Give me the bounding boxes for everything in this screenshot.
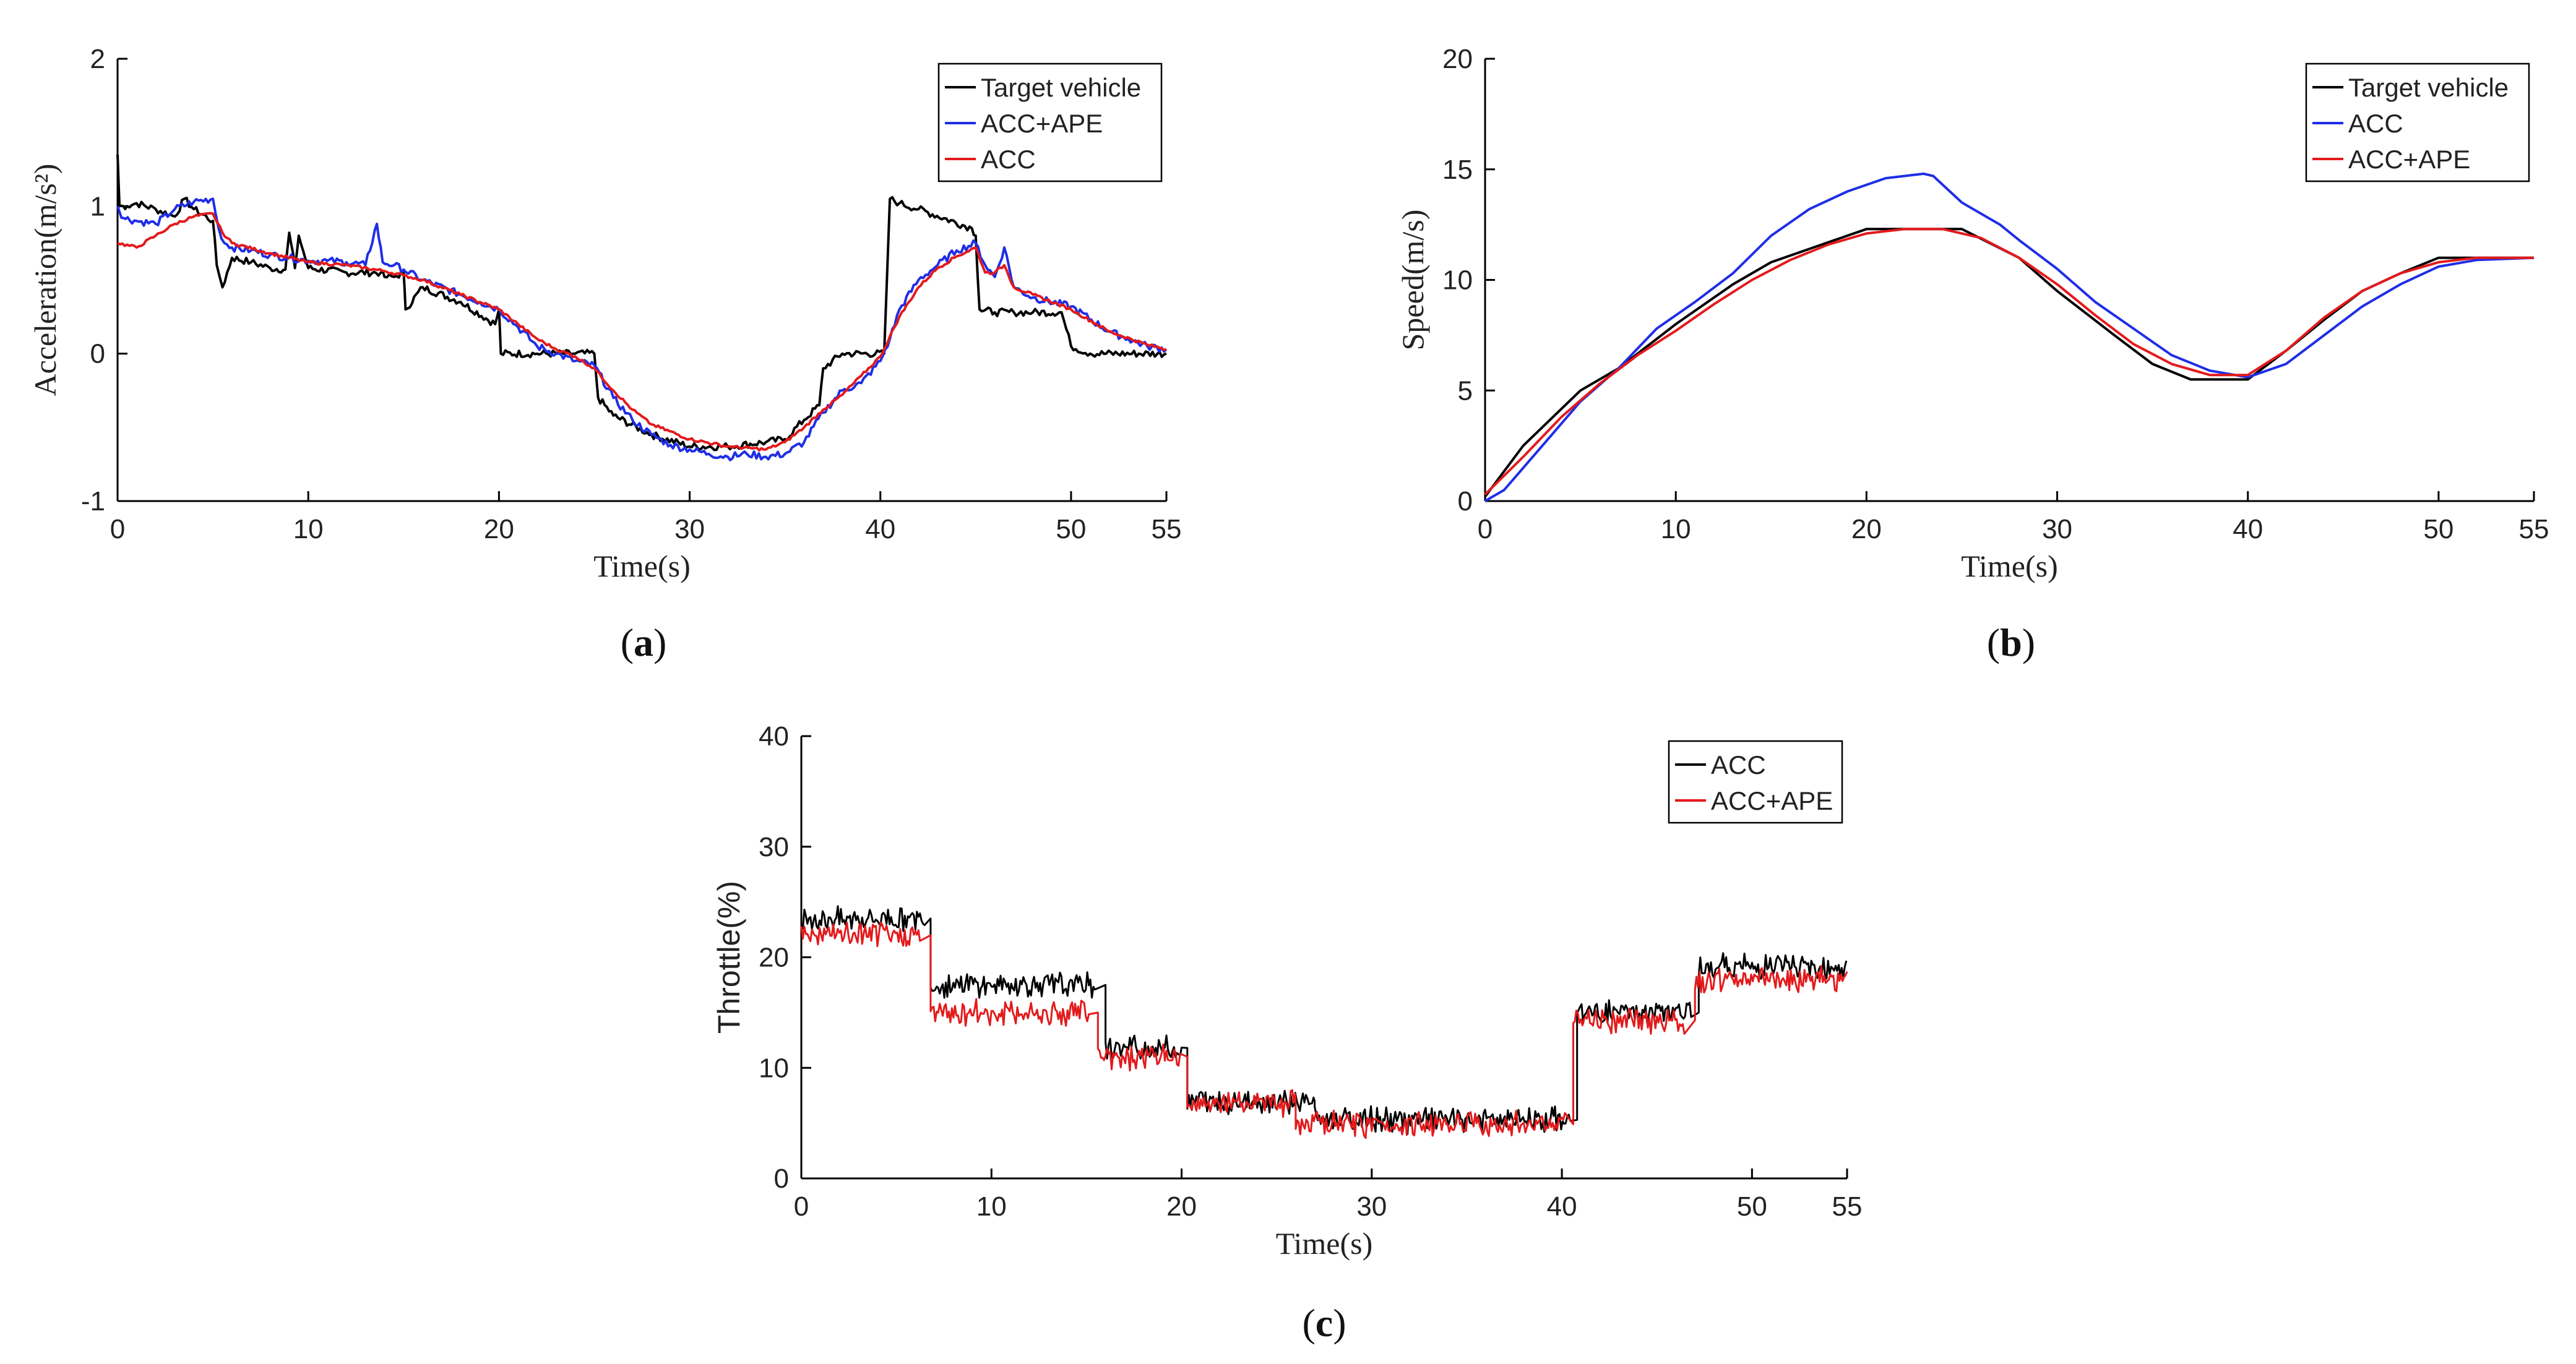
legend-label: ACC xyxy=(2348,109,2403,138)
x-tick-label: 50 xyxy=(1056,514,1086,544)
legend-label: ACC+APE xyxy=(981,109,1103,138)
y-axis-label: Acceleration(m/s²) xyxy=(28,164,62,397)
x-axis-label: Time(s) xyxy=(593,549,691,583)
series-line-acc-ape xyxy=(116,197,1168,461)
x-tick-label: 55 xyxy=(2519,514,2549,544)
y-tick-label: 10 xyxy=(759,1053,789,1083)
x-tick-label: 40 xyxy=(2233,514,2263,544)
y-axis-label: Speed(m/s) xyxy=(1395,210,1430,351)
caption-c: (c) xyxy=(1302,1301,1346,1345)
y-axis-label: Throttle(%) xyxy=(712,881,746,1034)
series-line-target-vehicle xyxy=(116,154,1167,452)
plot-speed: 0 10 20 30 40 50 55 0 5 10 15 20 Time(s) Speed(m/s) Ta… xyxy=(1395,44,2549,583)
x-tick-label: 0 xyxy=(794,1191,809,1222)
legend: Target vehicle ACC+APE ACC xyxy=(937,62,1163,182)
legend-label: ACC+APE xyxy=(2348,145,2470,174)
x-tick-label: 20 xyxy=(1851,514,1882,544)
y-tick-label: 20 xyxy=(759,943,789,973)
x-tick-label: 20 xyxy=(1166,1191,1197,1222)
x-tick-label: 50 xyxy=(1737,1191,1767,1222)
legend-label: Target vehicle xyxy=(981,73,1141,102)
y-tick-label: 10 xyxy=(1442,265,1473,296)
x-tick-label: 10 xyxy=(976,1191,1007,1222)
x-tick-label: 40 xyxy=(865,514,895,544)
series-line-acc-ape xyxy=(800,921,1848,1139)
x-tick-label: 30 xyxy=(674,514,705,544)
x-tick-label: 0 xyxy=(1478,514,1493,544)
series-line-acc-ape xyxy=(1484,228,2534,495)
plot-acceleration: 0 10 20 30 40 50 55-1012Time(s)Acceleration(m/… xyxy=(28,44,1181,583)
legend: Target vehicle ACC ACC+APE xyxy=(2305,62,2530,182)
x-tick-label: 30 xyxy=(1356,1191,1387,1222)
legend-label: ACC xyxy=(1711,750,1766,779)
y-tick-label: 20 xyxy=(1442,44,1473,74)
x-tick-label: 10 xyxy=(293,514,324,544)
x-axis-label: Time(s) xyxy=(1276,1226,1373,1261)
series-line-target-vehicle xyxy=(1484,228,2534,498)
y-tick-label: 15 xyxy=(1442,155,1473,185)
legend-label: ACC+APE xyxy=(1711,786,1833,815)
y-tick-label: 40 xyxy=(759,721,789,752)
legend: ACC ACC+APE xyxy=(1668,740,1843,824)
y-tick-label: 5 xyxy=(1458,375,1473,406)
y-tick-label: -1 xyxy=(81,486,105,517)
caption-a: (a) xyxy=(621,620,667,664)
caption-b: (b) xyxy=(1987,620,2035,664)
x-tick-label: 0 xyxy=(110,514,125,544)
y-tick-label: 30 xyxy=(759,832,789,862)
y-tick-label: 1 xyxy=(90,191,105,221)
x-tick-label: 55 xyxy=(1832,1191,1863,1222)
x-tick-label: 50 xyxy=(2423,514,2453,544)
x-tick-label: 40 xyxy=(1547,1191,1577,1222)
x-axis-label: Time(s) xyxy=(1961,549,2058,583)
x-tick-label: 20 xyxy=(484,514,514,544)
x-tick-label: 30 xyxy=(2042,514,2072,544)
x-tick-label: 10 xyxy=(1661,514,1691,544)
y-tick-label: 0 xyxy=(1458,486,1473,517)
legend-label: ACC xyxy=(981,145,1036,174)
legend-label: Target vehicle xyxy=(2348,73,2509,102)
x-tick-label: 55 xyxy=(1152,514,1182,544)
y-tick-label: 2 xyxy=(90,44,105,74)
y-tick-label: 0 xyxy=(90,339,105,369)
series-line-acc xyxy=(1484,172,2535,502)
series-line-acc xyxy=(117,212,1167,452)
y-tick-label: 0 xyxy=(774,1164,789,1194)
plot-throttle: 0 10 20 30 40 50 55 0 10 20 30 40 Time(s) Throttle(%)… xyxy=(712,721,1862,1261)
